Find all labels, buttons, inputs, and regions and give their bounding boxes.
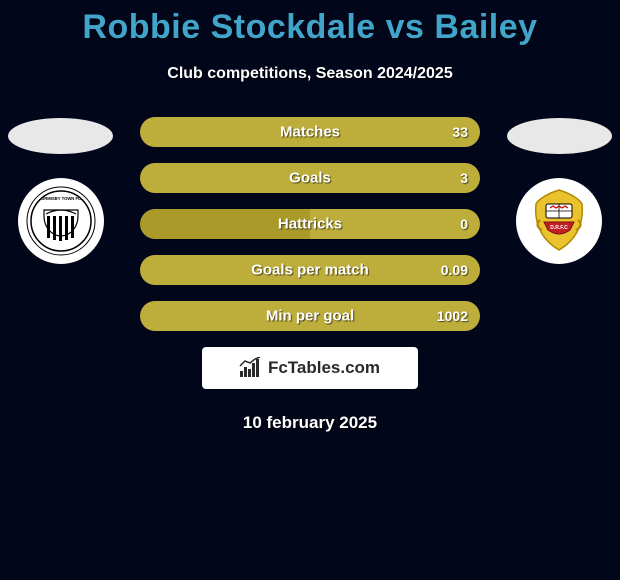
stat-label: Goals: [289, 170, 331, 187]
player-photo-left: [8, 118, 113, 154]
date-line: 10 february 2025: [0, 413, 620, 433]
comparison-infographic: Robbie Stockdale vs Bailey Club competit…: [0, 0, 620, 580]
stat-value-right: 3: [460, 170, 468, 186]
page-title: Robbie Stockdale vs Bailey: [0, 0, 620, 47]
stat-value-right: 1002: [437, 308, 468, 324]
stat-value-right: 0.09: [441, 262, 468, 278]
player-photo-right: [507, 118, 612, 154]
svg-text:D.R.F.C: D.R.F.C: [550, 225, 568, 231]
stat-row: Hattricks 0: [140, 209, 480, 239]
stat-row: Goals per match 0.09: [140, 255, 480, 285]
stat-row: Min per goal 1002: [140, 301, 480, 331]
brand-text: FcTables.com: [268, 358, 380, 378]
stat-label: Goals per match: [251, 262, 369, 279]
club-logo-right: D.R.F.C: [516, 178, 602, 264]
stat-value-right: 33: [452, 124, 468, 140]
stat-label: Hattricks: [278, 216, 342, 233]
stat-row: Goals 3: [140, 163, 480, 193]
bar-chart-icon: [240, 359, 262, 377]
stat-label: Min per goal: [266, 308, 354, 325]
doncaster-crest-icon: D.R.F.C: [522, 184, 596, 258]
subtitle: Club competitions, Season 2024/2025: [0, 65, 620, 83]
svg-text:GRIMSBY TOWN FC: GRIMSBY TOWN FC: [41, 196, 81, 201]
stat-value-right: 0: [460, 216, 468, 232]
grimsby-crest-icon: GRIMSBY TOWN FC: [26, 186, 96, 256]
brand-box: FcTables.com: [202, 347, 418, 389]
stat-label: Matches: [280, 124, 340, 141]
stat-row: Matches 33: [140, 117, 480, 147]
club-logo-left: GRIMSBY TOWN FC: [18, 178, 104, 264]
